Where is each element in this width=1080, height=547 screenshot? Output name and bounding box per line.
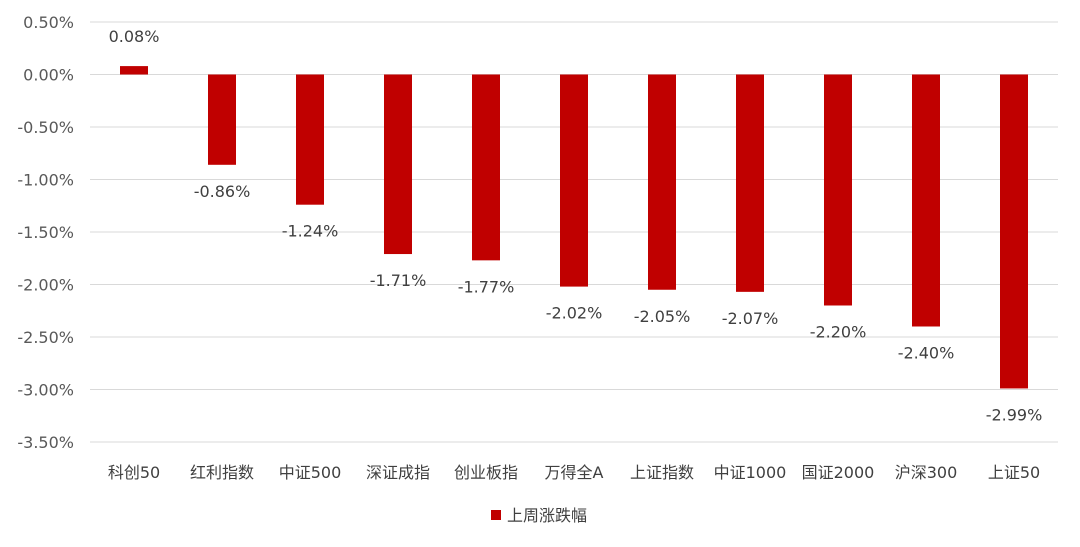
bars (120, 66, 1028, 389)
bar (208, 74, 236, 165)
x-category-label: 科创50 (108, 463, 160, 482)
data-label: -2.05% (634, 307, 691, 326)
legend-label: 上周涨跌幅 (507, 506, 587, 525)
x-category-label: 上证50 (988, 463, 1040, 482)
data-label: -2.07% (722, 309, 779, 328)
y-tick-label: -2.50% (17, 328, 74, 347)
bar (912, 74, 940, 327)
data-label: 0.08% (109, 27, 160, 46)
bar (560, 74, 588, 287)
data-label: -2.02% (546, 304, 603, 323)
x-axis-categories: 科创50 红利指数 中证500 深证成指 创业板指 万得全A 上证指数 中证1000 国证200… (108, 463, 1040, 482)
x-category-label: 万得全A (545, 463, 604, 482)
y-tick-label: -1.00% (17, 171, 74, 190)
x-category-label: 红利指数 (190, 463, 254, 482)
x-category-label: 上证指数 (630, 463, 694, 482)
y-tick-label: -1.50% (17, 223, 74, 242)
y-tick-label: -3.00% (17, 381, 74, 400)
y-tick-label: 0.00% (23, 66, 74, 85)
x-category-label: 创业板指 (454, 463, 518, 482)
legend-swatch (491, 510, 501, 520)
bar (736, 74, 764, 292)
y-tick-label: 0.50% (23, 13, 74, 32)
data-label: -2.99% (986, 405, 1043, 424)
bar (472, 74, 500, 261)
data-label: -2.20% (810, 323, 867, 342)
bar (1000, 74, 1028, 389)
data-label: -0.86% (194, 182, 251, 201)
bar (384, 74, 412, 255)
x-category-label: 中证1000 (714, 463, 787, 482)
x-category-label: 沪深300 (895, 463, 958, 482)
data-label: -1.71% (370, 271, 427, 290)
x-category-label: 深证成指 (366, 463, 430, 482)
data-label: -1.77% (458, 277, 515, 296)
data-label: -2.40% (898, 344, 955, 363)
data-labels: 0.08% -0.86% -1.24% -1.71% -1.77% -2.02% -2.05… (109, 27, 1043, 424)
legend: 上周涨跌幅 (491, 506, 587, 525)
data-label: -1.24% (282, 222, 339, 241)
y-axis-ticks: 0.50% 0.00% -0.50% -1.00% -1.50% -2.00% -2.50%… (17, 13, 74, 452)
y-tick-label: -0.50% (17, 118, 74, 137)
bar (824, 74, 852, 306)
bar (648, 74, 676, 290)
x-category-label: 国证2000 (802, 463, 875, 482)
y-tick-label: -2.00% (17, 276, 74, 295)
y-tick-label: -3.50% (17, 433, 74, 452)
bar (120, 66, 148, 75)
bar (296, 74, 324, 205)
x-category-label: 中证500 (279, 463, 342, 482)
